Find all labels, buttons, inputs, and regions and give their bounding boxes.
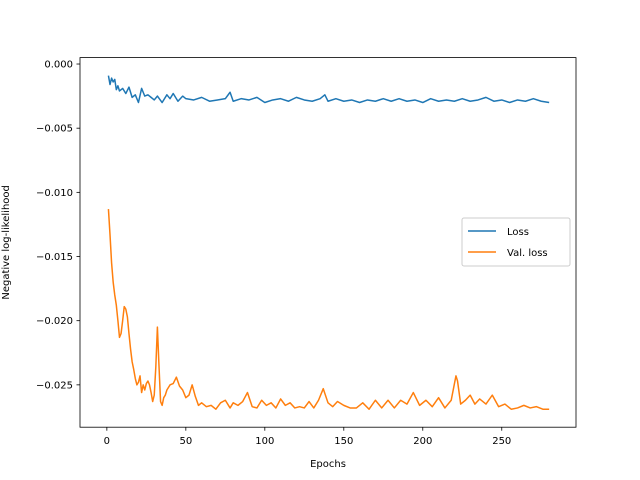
- y-tick-label: −0.020: [36, 316, 73, 327]
- series-layer: [107, 75, 550, 410]
- x-tick-label: 100: [255, 436, 274, 447]
- x-axis-title: Epochs: [310, 459, 346, 470]
- y-tick-label: −0.010: [36, 188, 73, 199]
- legend: Loss Val. loss: [461, 217, 571, 267]
- x-tick-label: 50: [179, 436, 192, 447]
- plot-frame: [79, 57, 577, 428]
- x-axis: 0 50 100 150 200 250: [104, 427, 511, 447]
- x-tick-label: 200: [413, 436, 432, 447]
- plot-area: [79, 57, 577, 428]
- y-axis-title: Negative log-likelihood: [1, 185, 12, 300]
- y-tick-label: 0.000: [44, 60, 73, 71]
- series-line-val-loss: [107, 208, 550, 410]
- x-tick-label: 150: [334, 436, 353, 447]
- x-tick-label: 0: [104, 436, 110, 447]
- legend-label-val-loss: Val. loss: [507, 248, 548, 259]
- y-axis: 0.000 −0.005 −0.010 −0.015 −0.020 −0.025: [36, 60, 80, 391]
- legend-box: [461, 217, 571, 267]
- series-line-loss: [107, 75, 550, 104]
- x-tick-label: 250: [492, 436, 511, 447]
- y-tick-label: −0.015: [36, 252, 73, 263]
- y-tick-label: −0.025: [36, 380, 73, 391]
- legend-label-loss: Loss: [507, 227, 529, 238]
- y-tick-label: −0.005: [36, 124, 73, 135]
